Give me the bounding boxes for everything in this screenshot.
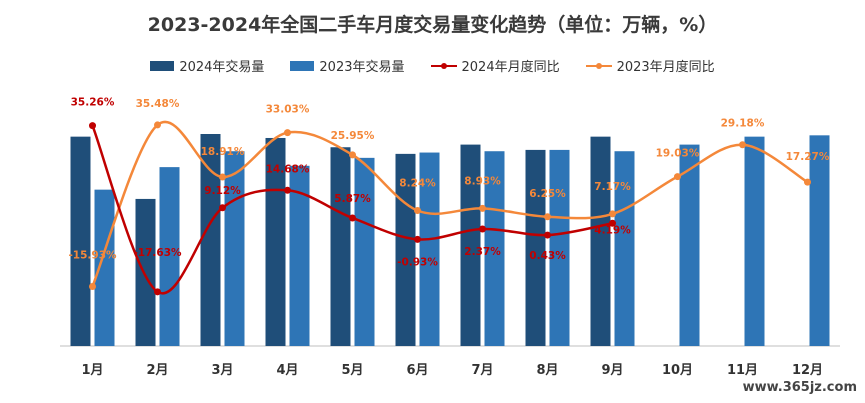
bar-2023	[354, 157, 375, 346]
label-2024-yoy: -17.63%	[133, 247, 182, 259]
label-2023-yoy: 7.17%	[594, 181, 631, 193]
label-2024-yoy: -0.93%	[397, 256, 438, 268]
label-2023-yoy: 25.95%	[331, 130, 375, 142]
bar-2023	[679, 144, 700, 346]
bar-2023	[159, 167, 180, 346]
legend-swatch-2023-yoy	[585, 61, 612, 71]
legend-label-2024-yoy: 2024年月度同比	[461, 60, 560, 75]
legend-label-2023-yoy: 2023年月度同比	[616, 60, 715, 75]
legend-swatch-2024-yoy	[430, 61, 457, 71]
point-2024-yoy	[219, 204, 226, 212]
point-2024-yoy	[89, 122, 96, 130]
point-2024-yoy	[284, 186, 291, 194]
point-2023-yoy	[479, 204, 486, 212]
x-tick-label: 1月	[81, 363, 103, 378]
label-2023-yoy: 8.24%	[399, 178, 436, 190]
label-2024-yoy: 9.12%	[204, 185, 241, 197]
label-2023-yoy: 17.27%	[786, 151, 830, 163]
bar-2024	[330, 147, 351, 346]
bar-2023	[224, 151, 245, 346]
watermark: www.365jz.com	[742, 380, 857, 395]
bar-2023	[94, 189, 115, 346]
bar-2023	[614, 151, 635, 346]
point-2024-yoy	[479, 225, 486, 233]
point-2023-yoy	[154, 121, 161, 129]
legend-label-2024-volume: 2024年交易量	[179, 60, 265, 75]
legend-item-2024-yoy: 2024年月度同比	[430, 56, 560, 75]
chart-title: 2023-2024年全国二手车月度交易量变化趋势（单位：万辆，%）	[147, 14, 718, 36]
legend-swatch-2023-volume	[290, 60, 315, 71]
point-2024-yoy	[414, 235, 421, 243]
bar-2024	[525, 149, 546, 346]
x-tick-label: 5月	[341, 363, 363, 378]
point-2023-yoy	[544, 213, 551, 221]
label-2024-yoy: 14.68%	[266, 163, 310, 175]
bar-2024	[135, 198, 156, 346]
label-2023-yoy: -15.93%	[68, 249, 117, 261]
label-2023-yoy: 33.03%	[266, 104, 310, 116]
point-2024-yoy	[154, 288, 161, 296]
bar-2024	[590, 136, 611, 346]
point-2023-yoy	[609, 210, 616, 218]
legend-item-2023-yoy: 2023年月度同比	[585, 56, 715, 75]
x-tick-label: 2月	[146, 363, 168, 378]
bar-2023	[419, 152, 440, 346]
bar-2024	[200, 134, 221, 346]
label-2023-yoy: 19.03%	[656, 148, 700, 160]
x-tick-label: 11月	[727, 363, 758, 378]
point-2023-yoy	[674, 173, 681, 181]
legend-item-2024-volume: 2024年交易量	[150, 56, 264, 75]
point-2023-yoy	[284, 129, 291, 137]
label-2024-yoy: 5.87%	[334, 193, 371, 205]
label-2024-yoy: 4.19%	[594, 224, 631, 236]
point-2024-yoy	[349, 214, 356, 222]
bar-2023	[484, 151, 505, 346]
point-2024-yoy	[609, 219, 616, 227]
x-tick-label: 4月	[276, 363, 298, 378]
label-2023-yoy: 6.25%	[529, 188, 566, 200]
bar-2023	[289, 165, 310, 346]
label-2024-yoy: 35.26%	[71, 97, 115, 109]
label-2023-yoy: 29.18%	[721, 118, 765, 130]
x-tick-label: 10月	[662, 363, 693, 378]
point-2024-yoy	[544, 231, 551, 239]
x-tick-label: 7月	[471, 363, 493, 378]
bar-2024	[70, 136, 91, 346]
label-2024-yoy: 2.37%	[464, 246, 501, 258]
label-2024-yoy: 0.43%	[529, 250, 566, 262]
point-2023-yoy	[414, 207, 421, 215]
legend: 2024年交易量 2023年交易量 2024年月度同比 2023年月度同比	[0, 56, 865, 75]
legend-item-2023-volume: 2023年交易量	[290, 56, 405, 75]
point-2023-yoy	[804, 178, 811, 186]
x-tick-label: 9月	[601, 363, 623, 378]
bar-2024	[460, 144, 481, 346]
label-2023-yoy: 18.91%	[201, 146, 245, 158]
label-2023-yoy: 8.93%	[464, 175, 501, 187]
bar-2023	[549, 149, 570, 346]
point-2023-yoy	[739, 141, 746, 149]
point-2023-yoy	[349, 151, 356, 159]
legend-label-2023-volume: 2023年交易量	[319, 60, 405, 75]
x-tick-label: 3月	[211, 363, 233, 378]
bar-2024	[395, 153, 416, 346]
x-tick-label: 8月	[536, 363, 558, 378]
point-2023-yoy	[89, 282, 96, 290]
x-tick-label: 12月	[792, 363, 823, 378]
label-2023-yoy: 35.48%	[136, 98, 180, 110]
legend-swatch-2024-volume	[150, 60, 175, 71]
bar-2023	[809, 135, 830, 346]
bar-2023	[744, 136, 765, 346]
x-tick-label: 6月	[406, 363, 428, 378]
point-2023-yoy	[219, 173, 226, 181]
